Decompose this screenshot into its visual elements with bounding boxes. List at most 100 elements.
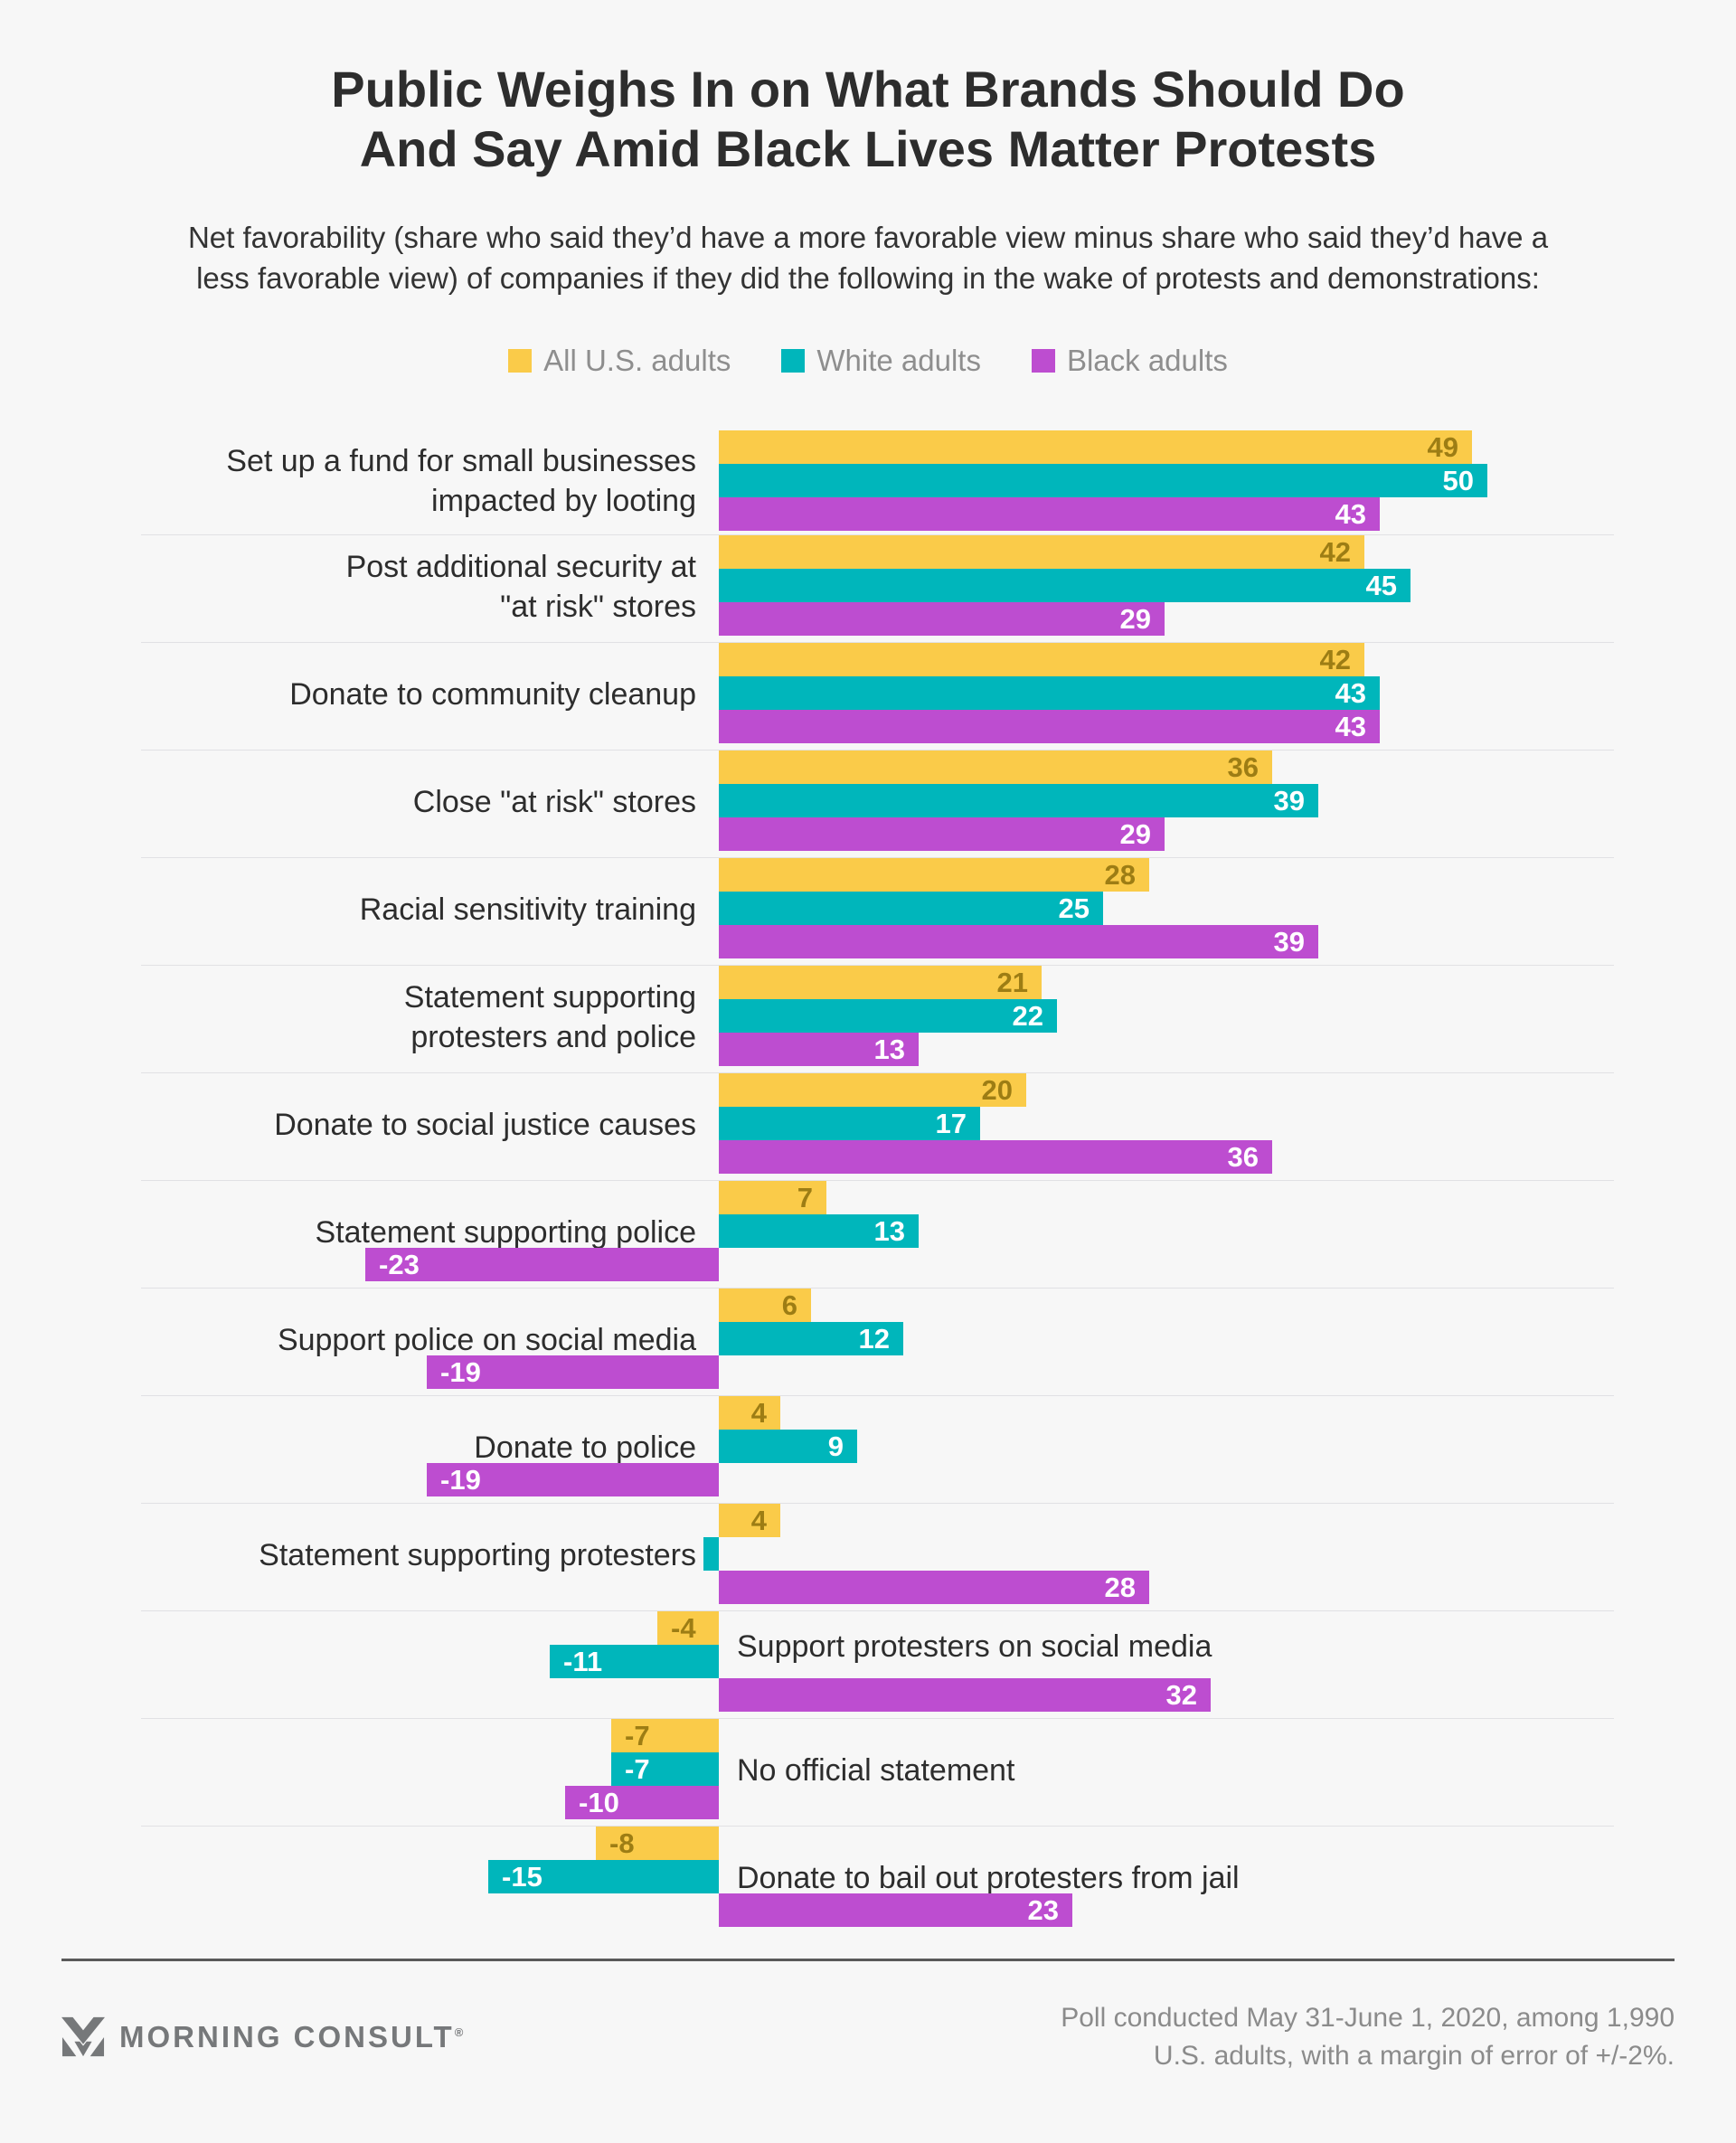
title-line-2: And Say Amid Black Lives Matter Protests bbox=[359, 120, 1377, 177]
bar-black-adults: -19 bbox=[427, 1463, 719, 1496]
subtitle-line-2: less favorable view) of companies if the… bbox=[196, 261, 1540, 295]
chart-row: Statement supporting police 7 13 -23 bbox=[141, 1180, 1614, 1284]
value-label: -7 bbox=[625, 1753, 650, 1785]
bar-all-u-s-adults: 42 bbox=[719, 643, 1364, 676]
chart-row: Post additional security at "at risk" sto… bbox=[141, 534, 1614, 638]
value-label: 43 bbox=[1335, 498, 1366, 530]
chart-row: Racial sensitivity training 28 25 39 bbox=[141, 857, 1614, 961]
category-label: Donate to police bbox=[474, 1430, 696, 1465]
value-label: 13 bbox=[873, 1034, 905, 1065]
value-label: 4 bbox=[750, 1397, 767, 1429]
bar-black-adults: 43 bbox=[719, 710, 1380, 743]
value-label: -19 bbox=[440, 1464, 481, 1496]
value-label: 7 bbox=[797, 1182, 813, 1213]
legend: All U.S. adults White adults Black adult… bbox=[0, 344, 1736, 378]
value-label: -7 bbox=[625, 1720, 650, 1751]
bar-black-adults: 29 bbox=[719, 602, 1165, 636]
value-label: 28 bbox=[1104, 859, 1136, 891]
bar-all-u-s-adults: 28 bbox=[719, 858, 1149, 892]
chart-row: Statement supporting protesters 4 28 bbox=[141, 1503, 1614, 1607]
bar-all-u-s-adults: 4 bbox=[719, 1504, 780, 1537]
category-label: Donate to social justice causes bbox=[274, 1108, 696, 1142]
title-line-1: Public Weighs In on What Brands Should D… bbox=[331, 61, 1405, 118]
category-label: Support police on social media bbox=[277, 1323, 696, 1357]
infographic: Public Weighs In on What Brands Should D… bbox=[0, 60, 1736, 2143]
logo-m-icon bbox=[61, 2016, 105, 2057]
bar-black-adults: -23 bbox=[365, 1248, 719, 1281]
value-label: 42 bbox=[1319, 536, 1351, 568]
footer: MORNING CONSULT® Poll conducted May 31-J… bbox=[61, 1999, 1675, 2075]
legend-swatch-teal bbox=[781, 349, 806, 373]
bar-white-adults: -11 bbox=[550, 1645, 719, 1678]
value-label: 17 bbox=[935, 1108, 967, 1139]
chart-row: Donate to community cleanup 42 43 43 bbox=[141, 642, 1614, 746]
bar-white-adults: 22 bbox=[719, 999, 1057, 1033]
category-label: Support protesters on social media bbox=[737, 1629, 1212, 1664]
bar-white-adults bbox=[703, 1537, 719, 1571]
value-label: 42 bbox=[1319, 644, 1351, 675]
chart-row: Donate to social justice causes 20 17 36 bbox=[141, 1072, 1614, 1176]
value-label: 32 bbox=[1165, 1679, 1197, 1711]
category-label: Donate to community cleanup bbox=[289, 677, 696, 712]
value-label: 25 bbox=[1058, 892, 1090, 924]
value-label: 45 bbox=[1365, 570, 1397, 601]
poll-note: Poll conducted May 31-June 1, 2020, amon… bbox=[1061, 1999, 1675, 2075]
bar-black-adults: 13 bbox=[719, 1033, 919, 1066]
value-label: 20 bbox=[981, 1074, 1013, 1106]
value-label: 39 bbox=[1273, 926, 1305, 958]
value-label: -4 bbox=[671, 1612, 696, 1644]
bar-white-adults: -15 bbox=[488, 1860, 719, 1893]
bar-white-adults: 12 bbox=[719, 1322, 903, 1355]
value-label: -23 bbox=[379, 1249, 420, 1280]
chart-row: Close "at risk" stores 36 39 29 bbox=[141, 750, 1614, 854]
bar-black-adults: 23 bbox=[719, 1893, 1072, 1927]
value-label: 4 bbox=[750, 1505, 767, 1536]
bar-white-adults: 43 bbox=[719, 676, 1380, 710]
category-label: Donate to bail out protesters from jail bbox=[737, 1861, 1240, 1895]
bar-chart: Set up a fund for small businesses impact… bbox=[141, 430, 1614, 1930]
legend-label: Black adults bbox=[1066, 344, 1228, 377]
value-label: 50 bbox=[1442, 465, 1474, 496]
chart-row: Donate to bail out protesters from jail -… bbox=[141, 1826, 1614, 1930]
bar-white-adults: 9 bbox=[719, 1430, 857, 1463]
bar-black-adults: 36 bbox=[719, 1140, 1272, 1174]
logo-text: MORNING CONSULT® bbox=[119, 2020, 467, 2053]
category-label: Statement supporting police bbox=[315, 1215, 696, 1250]
chart-row: Statement supporting protesters and polic… bbox=[141, 965, 1614, 1069]
value-label: 39 bbox=[1273, 785, 1305, 817]
chart-row: Set up a fund for small businesses impact… bbox=[141, 430, 1614, 531]
bar-all-u-s-adults: 20 bbox=[719, 1073, 1026, 1107]
bar-black-adults: -10 bbox=[565, 1786, 719, 1819]
chart-subtitle: Net favorability (share who said they’d … bbox=[72, 217, 1664, 298]
value-label: 49 bbox=[1427, 431, 1458, 463]
footer-divider bbox=[61, 1959, 1675, 1961]
value-label: 23 bbox=[1027, 1894, 1059, 1926]
value-label: -15 bbox=[502, 1861, 542, 1893]
value-label: 43 bbox=[1335, 711, 1366, 742]
value-label: 28 bbox=[1104, 1572, 1136, 1603]
bar-white-adults: -7 bbox=[611, 1752, 719, 1786]
page-title: Public Weighs In on What Brands Should D… bbox=[72, 60, 1664, 179]
category-label: Post additional security at "at risk" sto… bbox=[345, 550, 696, 624]
value-label: 29 bbox=[1119, 818, 1151, 850]
value-label: 9 bbox=[827, 1430, 844, 1462]
legend-item-white-adults: White adults bbox=[781, 344, 981, 378]
bar-white-adults: 45 bbox=[719, 569, 1410, 602]
poll-note-line-1: Poll conducted May 31-June 1, 2020, amon… bbox=[1061, 2003, 1675, 2033]
value-label: 12 bbox=[858, 1323, 890, 1355]
legend-swatch-magenta bbox=[1031, 349, 1055, 373]
category-label: Racial sensitivity training bbox=[359, 892, 696, 927]
chart-row: No official statement -7 -7 -10 bbox=[141, 1718, 1614, 1822]
morning-consult-logo: MORNING CONSULT® bbox=[61, 2016, 466, 2059]
bar-white-adults: 39 bbox=[719, 784, 1318, 817]
value-label: 6 bbox=[781, 1289, 797, 1321]
bar-all-u-s-adults: 4 bbox=[719, 1396, 780, 1430]
legend-label: All U.S. adults bbox=[543, 344, 731, 377]
value-label: -11 bbox=[563, 1646, 603, 1677]
category-label: Close "at risk" stores bbox=[412, 785, 696, 819]
category-label: Set up a fund for small businesses impact… bbox=[226, 443, 696, 518]
legend-label: White adults bbox=[816, 344, 981, 377]
bar-black-adults: 32 bbox=[719, 1678, 1211, 1712]
subtitle-line-1: Net favorability (share who said they’d … bbox=[187, 221, 1549, 254]
bar-black-adults: 39 bbox=[719, 925, 1318, 958]
